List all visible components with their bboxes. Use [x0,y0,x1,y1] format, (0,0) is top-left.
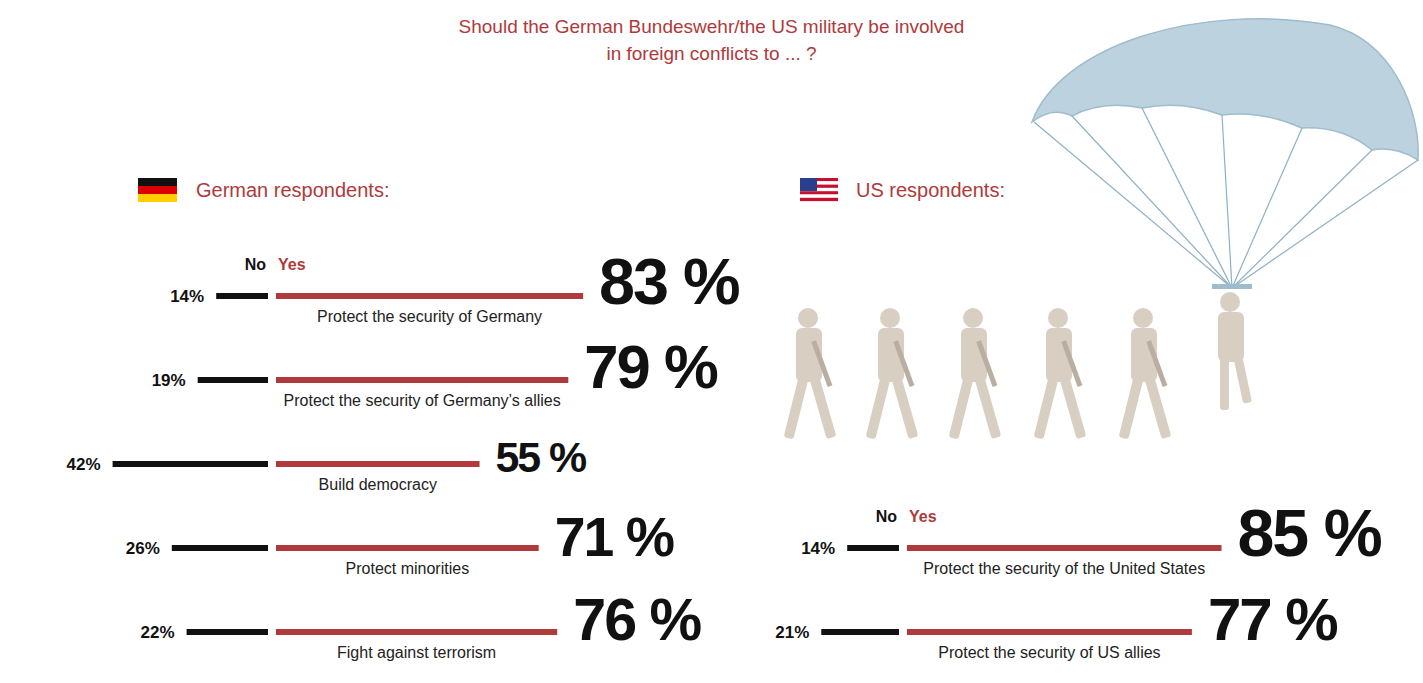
category-label: Build democracy [319,476,437,493]
data-label-yes: 79 % [584,332,718,401]
soldier-leg [1145,377,1172,439]
category-label: Protect the security of Germany [317,308,542,325]
soldier-leg [1034,377,1059,440]
labels: 14% 21% 85 % 77 %Protect the security of th… [775,496,1381,661]
data-label-no: 42% [67,455,101,474]
category-label: Protect the security of Germany’s allies [284,392,561,409]
bar-yes [907,545,1222,551]
soldier-head [1133,308,1153,328]
soldier [866,308,919,439]
flag-us [800,178,838,201]
parachute-line [1232,160,1418,288]
bar-no [187,629,268,635]
flag-stripe [138,194,177,202]
category-label: Fight against terrorism [337,644,496,661]
parachute-line [1072,116,1232,288]
data-label-no: 26% [126,539,160,558]
decoration [784,19,1419,440]
data-label-no: 22% [141,623,175,642]
soldier-rifle [1146,340,1167,387]
bar-yes [276,461,480,467]
soldier-leg [810,377,837,439]
soldier-rifle [976,340,997,387]
paratrooper-head [1220,292,1240,312]
chart-root: Should the German Bundeswehr/the US mili… [0,0,1423,683]
flag-stripe [138,178,177,186]
soldier-head [880,308,900,328]
paratrooper-leg [1234,357,1252,404]
soldier [784,308,837,439]
bar-yes [907,629,1192,635]
title-line: Should the German Bundeswehr/the US mili… [459,16,965,37]
soldier-head [1048,308,1068,328]
bar-yes [276,629,557,635]
bar-no [216,293,268,299]
legend-label: No [876,508,898,525]
data-label-no: 19% [152,371,186,390]
title: Should the German Bundeswehr/the US mili… [459,16,965,64]
data-label-yes: 77 % [1208,586,1337,653]
chart-svg: Should the German Bundeswehr/the US mili… [0,0,1423,683]
parachute-harness [1212,284,1252,289]
bar-yes [276,545,539,551]
panel-title: German respondents: [196,179,389,201]
bar-yes [276,293,583,299]
paratrooper [1218,292,1252,410]
data-label-no: 14% [170,287,204,306]
soldier-rifle [893,340,914,387]
parachute-line [1222,115,1232,288]
bar-no [172,545,268,551]
soldier-head [798,308,818,328]
parachute-line [1034,122,1232,288]
soldier-rifle [1061,340,1082,387]
flag-stripe [800,198,838,201]
legend-label: No [245,256,267,273]
data-label-yes: 85 % [1238,496,1382,570]
soldier-rifle [811,340,832,387]
bar-no [847,545,899,551]
data-label-no: 14% [801,539,835,558]
parachute-line [1142,108,1232,288]
bar-no [821,629,899,635]
soldier-head [963,308,983,328]
flag-stripe [800,191,838,194]
paratrooper-body [1218,312,1244,362]
data-label-yes: 76 % [573,586,701,653]
flag-stripe [138,186,177,194]
flag-germany [138,178,177,202]
bar-yes [276,377,568,383]
data-label-yes: 71 % [555,506,674,568]
flag-canton [800,178,817,191]
soldier-leg [1060,377,1087,439]
soldier-leg [975,377,1002,439]
flag-stripe [800,195,838,198]
data-label-yes: 55 % [496,433,587,481]
soldier [1034,308,1087,439]
legend-label: Yes [909,508,937,525]
bar-no [198,377,268,383]
bar-no [113,461,268,467]
data-label-yes: 83 % [599,245,739,318]
soldier [949,308,1002,439]
labels: 14% 19% 42% 26% 22% 83 % 79 % 55 % 71 % 76 % Prote… [67,245,740,661]
title-line: in foreign conflicts to ... ? [606,43,816,64]
legend-label: Yes [278,256,306,273]
soldier-leg [949,377,974,440]
category-label: Protect the security of the United State… [923,560,1205,577]
soldier-leg [866,377,891,440]
soldier-leg [1119,377,1144,440]
parachute-line [1232,150,1372,288]
category-label: Protect minorities [346,560,470,577]
soldier-leg [784,377,809,440]
paratrooper-leg [1220,360,1229,410]
soldier [1119,308,1172,439]
parachute-canopy [1032,19,1418,160]
soldier-leg [892,377,919,439]
panel-title: US respondents: [856,179,1005,201]
bars [821,545,1221,635]
data-label-no: 21% [775,623,809,642]
category-label: Protect the security of US allies [938,644,1160,661]
